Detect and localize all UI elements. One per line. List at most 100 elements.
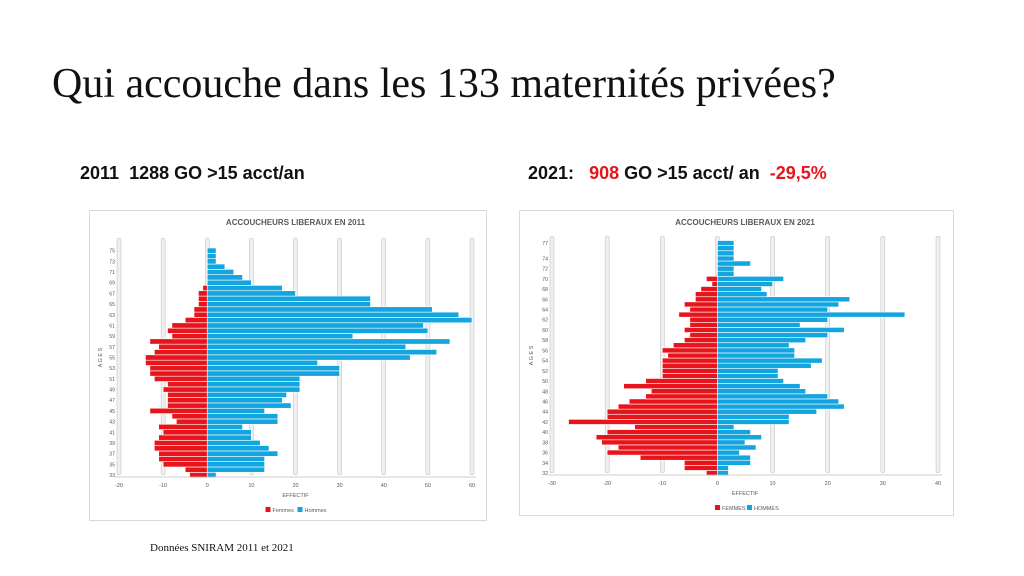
- chart-2011-ytick-label: 45: [109, 409, 115, 415]
- chart-2021-bar-hommes: [717, 444, 757, 451]
- chart-2011-bar-hommes: [206, 343, 407, 350]
- chart-2011-bar-hommes: [206, 461, 265, 468]
- chart-2011-bar-femmes: [158, 434, 208, 441]
- source-note: Données SNIRAM 2011 et 2021: [150, 542, 294, 554]
- chart-2021-bar-hommes: [717, 388, 806, 395]
- chart-2011-bar-hommes: [206, 317, 473, 324]
- chart-2011-bar-hommes: [206, 301, 371, 308]
- chart-2011-ytick-label: 59: [109, 334, 115, 340]
- chart-2011-bar-femmes: [176, 418, 208, 425]
- chart-2021-bar-hommes: [717, 316, 829, 323]
- chart-2021-ytick-label: 42: [542, 420, 548, 426]
- chart-2021-xlabel: EFFECTIF: [732, 491, 759, 497]
- chart-2021-bar-hommes: [717, 250, 735, 257]
- chart-2011-legend-label-hommes: Hommes: [305, 508, 327, 514]
- chart-2021-bar-hommes: [717, 454, 751, 461]
- chart-2021-gridline: [825, 235, 830, 474]
- chart-2011-bar-femmes: [198, 301, 208, 308]
- chart-2011-xtick-label: -20: [115, 483, 123, 489]
- chart-2021-bar-femmes: [661, 357, 718, 364]
- chart-2021-bar-femmes: [628, 398, 718, 405]
- chart-2011-xtick-label: 10: [248, 483, 254, 489]
- chart-2021-bar-hommes: [717, 240, 735, 246]
- chart-2021-bar-femmes: [661, 373, 718, 379]
- chart-2021-bar-femmes: [684, 459, 718, 466]
- slide-title: Qui accouche dans les 133 maternités pri…: [52, 61, 836, 107]
- chart-2011-bar-hommes: [206, 450, 279, 457]
- chart-2021-bar-hommes: [717, 245, 735, 252]
- chart-2021-bar-femmes: [684, 301, 718, 308]
- chart-2011-bar-hommes: [206, 407, 265, 414]
- chart-2011-bar-hommes: [206, 439, 261, 446]
- chart-2011-bar-femmes: [171, 333, 208, 340]
- chart-2021-bar-femmes: [695, 291, 718, 298]
- chart-2021-ytick-label: 32: [542, 471, 548, 477]
- chart-2021-bar-femmes: [706, 276, 718, 282]
- chart-2021-ytick-label: 36: [542, 451, 548, 457]
- chart-2021-bar-hommes: [717, 265, 735, 272]
- subtitle-2011-year: 2011: [80, 163, 120, 183]
- chart-2021-bar-hommes: [717, 357, 823, 364]
- chart-2021-legend-label-hommes: HOMMES: [754, 506, 779, 512]
- chart-2021-xtick-label: 40: [935, 481, 941, 487]
- chart-2011-ytick-label: 41: [109, 430, 115, 436]
- chart-2021-bar-hommes: [717, 311, 906, 318]
- chart-2021-bar-femmes: [678, 311, 718, 318]
- chart-2011-bar-hommes: [206, 327, 429, 334]
- chart-2021-bar-hommes: [717, 424, 735, 430]
- chart-2011-bar-hommes: [206, 349, 437, 356]
- chart-2011-bar-femmes: [158, 423, 208, 430]
- chart-2011-bar-femmes: [167, 391, 208, 398]
- chart-2021-gridline: [935, 235, 941, 474]
- chart-2021-title: ACCOUCHEURS LIBERAUX EN 2021: [675, 218, 815, 227]
- chart-2021-bar-femmes: [689, 316, 718, 323]
- chart-2021-ytick-label: 46: [542, 399, 548, 405]
- chart-2021-ytick-label: 50: [542, 379, 548, 385]
- chart-2011-bar-femmes: [145, 354, 208, 361]
- chart-2011-bar-hommes: [206, 429, 252, 436]
- chart-2021-xtick-label: -20: [603, 481, 611, 487]
- chart-2011-bar-hommes: [206, 434, 252, 441]
- chart-2011-legend-swatch-femmes: [265, 507, 271, 512]
- chart-2011-bar-femmes: [167, 397, 208, 404]
- chart-2011-bar-hommes: [206, 306, 433, 313]
- chart-2011-ytick-label: 65: [109, 302, 115, 308]
- chart-2021-bar-femmes: [689, 321, 718, 328]
- chart-2021-bar-femmes: [661, 347, 718, 354]
- chart-2021-bar-hommes: [717, 276, 784, 282]
- chart-2021-bar-hommes: [717, 459, 751, 466]
- chart-2011-bar-femmes: [162, 461, 208, 468]
- chart-2021-ytick-label: 38: [542, 440, 548, 446]
- chart-2021-bar-femmes: [606, 408, 718, 415]
- chart-2011-ytick-label: 37: [109, 452, 115, 458]
- chart-2021-bar-hommes: [717, 429, 751, 435]
- chart-2011-gridline: [425, 237, 431, 476]
- chart-2021-ytick-label: 58: [542, 338, 548, 344]
- chart-2021-bar-hommes: [717, 255, 735, 262]
- chart-2011-bar-femmes: [158, 343, 208, 350]
- chart-2021-bar-hommes: [717, 281, 773, 287]
- chart-2021-bar-hommes: [717, 286, 762, 292]
- chart-2021-bar-femmes: [606, 429, 718, 435]
- chart-2011-svg: ACCOUCHEURS LIBERAUX EN 2011 -20 -10 0 10 20 3…: [98, 218, 476, 514]
- chart-2011-bar-hommes: [206, 391, 287, 398]
- chart-2021-bar-femmes: [601, 439, 718, 446]
- chart-2021-legend-swatch-hommes: [747, 505, 752, 510]
- chart-2021-bar-hommes: [717, 306, 829, 313]
- chart-2021-bar-hommes: [717, 393, 829, 400]
- chart-2011-bar-femmes: [149, 407, 208, 414]
- chart-2011-bar-hommes: [206, 247, 217, 254]
- chart-2021-bar-femmes: [700, 286, 718, 292]
- chart-2021-bar-hommes: [717, 465, 729, 471]
- chart-2011-ytick-label: 33: [109, 473, 115, 479]
- chart-2011-bar-femmes: [198, 290, 208, 297]
- chart-2011-ylabel: A G E S: [98, 347, 104, 367]
- chart-2021-ytick-label: 48: [542, 389, 548, 395]
- chart-2011-bar-femmes: [198, 295, 208, 302]
- chart-2011-bar-hommes: [206, 279, 252, 286]
- chart-2011-bar-hommes: [206, 290, 296, 297]
- chart-2021-ytick-label: 70: [542, 277, 548, 283]
- chart-2011-bar-hommes: [206, 338, 451, 345]
- chart-2011-bar-hommes: [206, 370, 340, 377]
- subtitle-2021-count: 908: [589, 163, 620, 183]
